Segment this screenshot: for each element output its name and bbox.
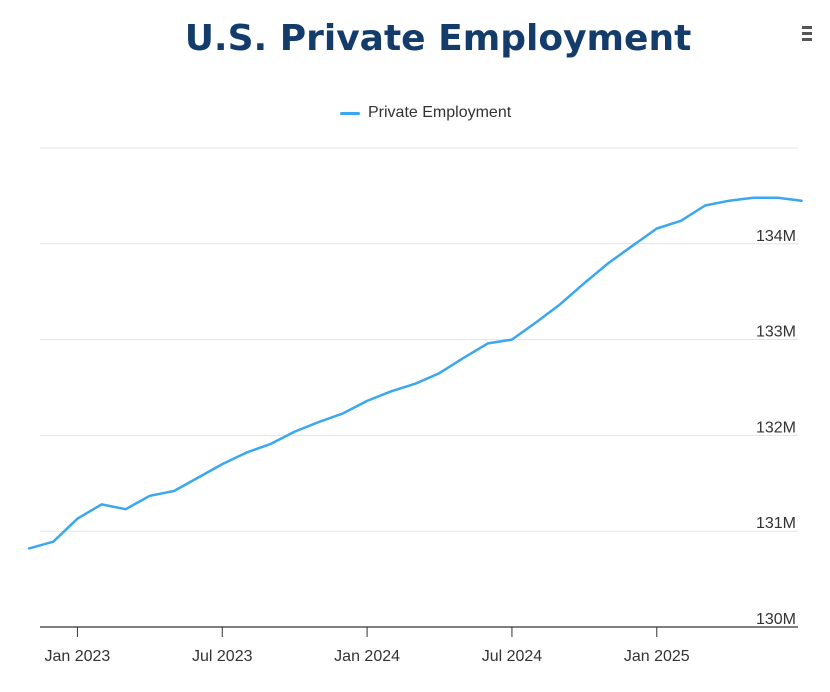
y-tick-label: 133M <box>756 324 796 341</box>
x-tick-label: Jan 2023 <box>44 648 110 665</box>
series-layer <box>27 196 803 550</box>
legend-item-private-employment[interactable]: Private Employment <box>340 102 511 124</box>
series-line-private-employment[interactable] <box>27 196 803 550</box>
chart-title: U.S. Private Employment <box>184 18 692 59</box>
grid-lines <box>40 147 798 532</box>
y-tick-label: 132M <box>756 419 796 436</box>
y-axis-ticks: 130M 131M 132M 133M 134M <box>756 228 796 628</box>
x-tick-label: Jul 2023 <box>192 648 253 665</box>
x-tick-label: Jul 2024 <box>482 648 543 665</box>
x-axis: Jan 2023 Jul 2023 Jan 2024 Jul 2024 Jan 2025 <box>40 626 798 665</box>
x-tick-label: Jan 2024 <box>334 648 400 665</box>
y-tick-label: 130M <box>756 611 796 628</box>
hamburger-menu-icon[interactable] <box>800 24 814 44</box>
legend-line-icon <box>340 111 360 115</box>
x-tick-label: Jan 2025 <box>624 648 690 665</box>
y-tick-label: 134M <box>756 228 796 245</box>
y-tick-label: 131M <box>756 515 796 532</box>
legend-label: Private Employment <box>368 104 512 121</box>
